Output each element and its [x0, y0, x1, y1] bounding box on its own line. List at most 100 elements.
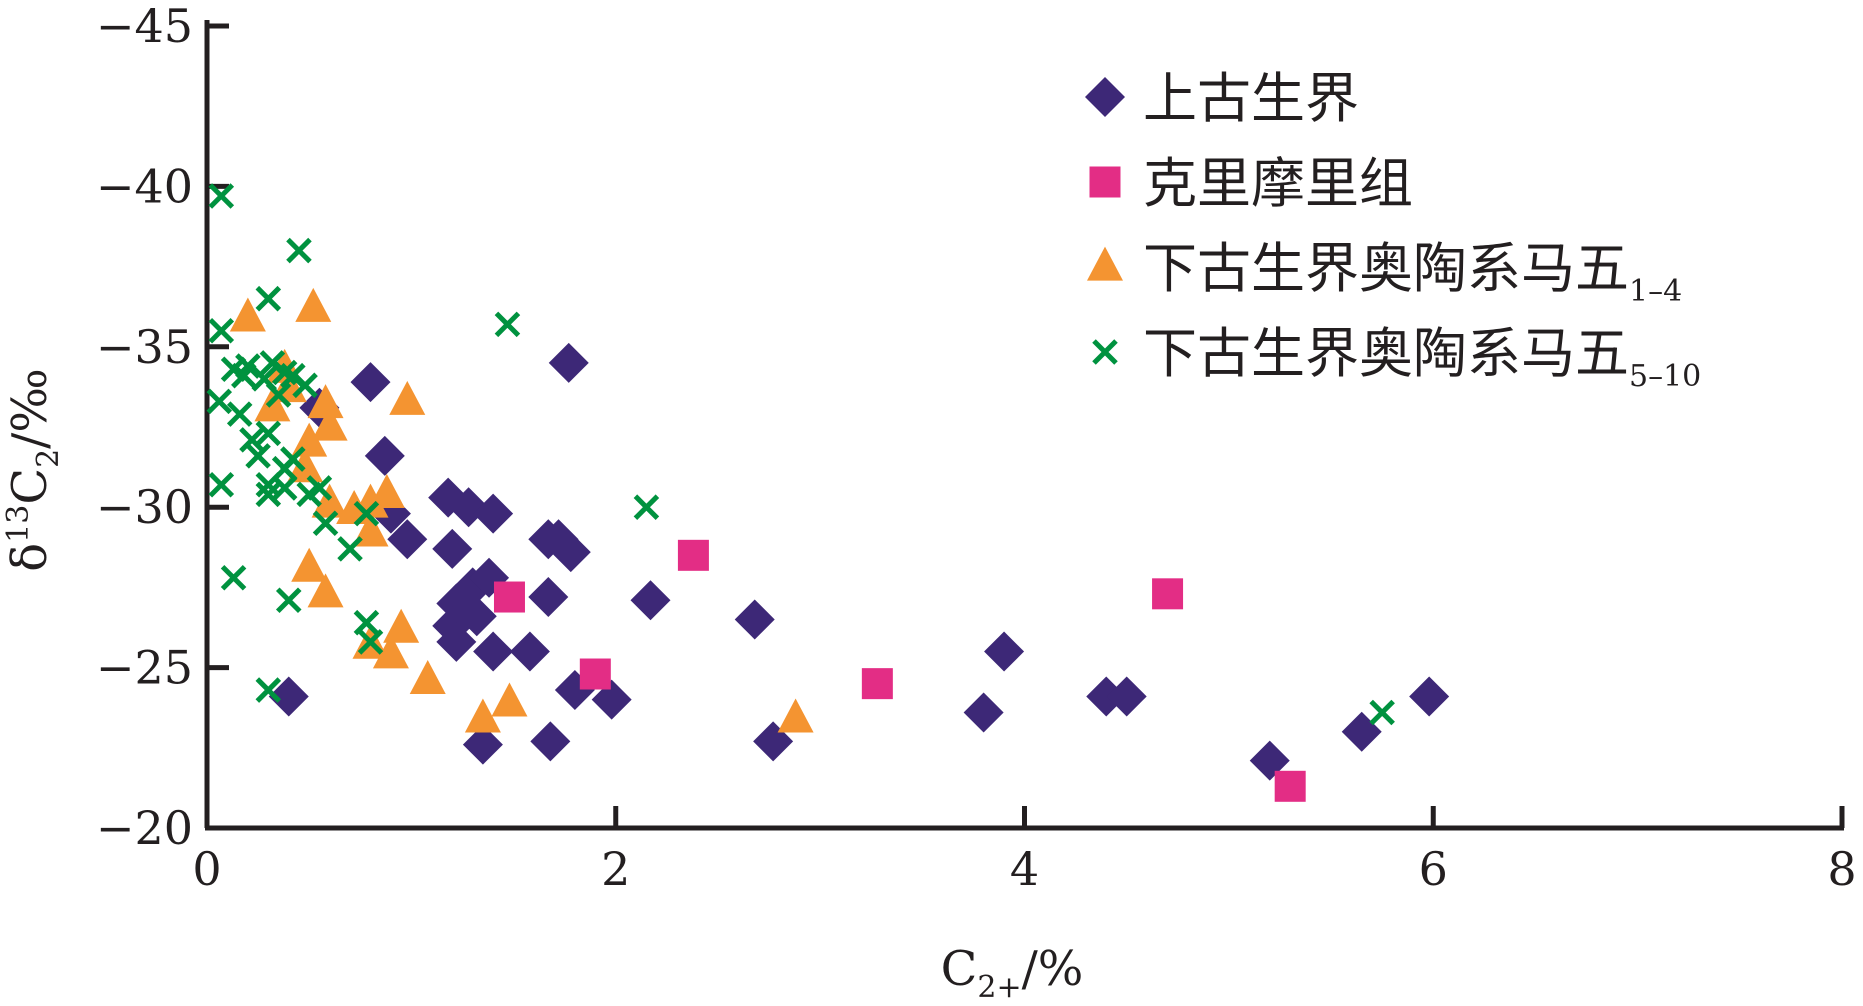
data-point-diamond [984, 631, 1025, 672]
y-tick-label: −40 [96, 159, 193, 213]
data-point-diamond [591, 679, 632, 720]
data-point-triangle [291, 422, 328, 457]
data-point-diamond [473, 631, 514, 672]
data-point-x [245, 443, 271, 469]
data-point-square [493, 581, 525, 613]
data-point-diamond [1106, 676, 1147, 717]
data-point-diamond [456, 596, 497, 637]
data-point-x [286, 237, 312, 264]
series-square [493, 539, 1306, 802]
data-point-x [255, 420, 282, 447]
series-diamond [268, 342, 1450, 781]
data-point-diamond [630, 580, 671, 621]
data-point-triangle [777, 698, 814, 733]
data-point-square [1274, 770, 1306, 802]
data-point-diamond [530, 721, 571, 762]
data-point-diamond [350, 362, 391, 403]
y-tick-label: −45 [96, 0, 193, 53]
data-point-x [271, 475, 298, 501]
data-point-diamond [548, 342, 589, 383]
legend-item: 下古生界奥陶系马五5–10 [1092, 322, 1701, 394]
data-point-x [275, 587, 302, 613]
data-point-x [306, 475, 333, 501]
series-triangle [229, 287, 814, 733]
data-point-x [353, 609, 380, 636]
data-point-diamond [1086, 676, 1127, 717]
data-point-triangle [368, 473, 405, 508]
data-point-x [353, 500, 380, 527]
data-point-triangle [389, 380, 426, 415]
data-point-triangle [352, 512, 389, 547]
data-point-x [1369, 699, 1395, 726]
data-point-x [357, 629, 384, 655]
data-point-diamond [462, 724, 503, 765]
legend-marker-x [1092, 339, 1118, 365]
axes: 0 2 4 6 8 −45 −40 −35 −30 −25 −20 [96, 0, 1857, 896]
data-point-diamond [1409, 676, 1450, 717]
legend-item: 克里摩里组 [1089, 152, 1413, 215]
data-point-diamond [734, 599, 775, 640]
y-axis-label: δ13C2/‰ [1, 368, 66, 572]
data-point-x [280, 446, 306, 472]
x-tick-label: 0 [192, 842, 221, 896]
data-point-diamond [509, 631, 550, 672]
data-point-x [292, 372, 318, 399]
data-point-triangle [229, 297, 266, 332]
data-point-triangle [409, 660, 446, 695]
legend-item: 下古生界奥陶系马五1–4 [1087, 237, 1682, 309]
data-point-diamond [1249, 740, 1290, 781]
data-point-triangle [383, 608, 420, 643]
legend-label: 上古生界 [1143, 67, 1359, 130]
y-tick-label: −30 [96, 480, 193, 534]
data-point-diamond [370, 493, 411, 534]
data-point-x [494, 311, 521, 338]
data-point-x [255, 285, 282, 312]
data-point-diamond [963, 692, 1004, 733]
legend-label: 克里摩里组 [1143, 152, 1413, 215]
x-tick-label: 4 [1010, 842, 1039, 896]
x-tick-label: 6 [1419, 842, 1448, 896]
data-point-triangle [491, 682, 528, 717]
legend-marker-square [1089, 166, 1121, 198]
x-axis-label: C2+/% [941, 941, 1084, 1005]
legend-marker-diamond [1085, 77, 1125, 117]
data-point-triangle [311, 406, 348, 441]
legend-marker-triangle [1087, 246, 1123, 281]
data-point-x [220, 565, 247, 591]
data-point-diamond [268, 676, 309, 717]
data-point-square [579, 658, 611, 690]
data-point-x [255, 677, 282, 703]
data-point-x [633, 494, 660, 520]
data-point-diamond [550, 532, 591, 573]
series-x [206, 183, 1395, 726]
y-tick-label: −20 [96, 801, 193, 855]
x-tick-label: 2 [601, 842, 630, 896]
data-point-triangle [307, 384, 344, 419]
data-point-triangle [311, 483, 348, 518]
data-point-x [312, 510, 339, 537]
legend-label: 下古生界奥陶系马五5–10 [1143, 322, 1701, 394]
data-point-x [255, 481, 282, 508]
data-point-x [206, 388, 233, 415]
data-point-square [861, 668, 893, 700]
legend-item: 上古生界 [1085, 67, 1359, 130]
data-point-square [1152, 578, 1184, 610]
data-point-triangle [464, 698, 501, 733]
data-point-x [226, 401, 253, 427]
y-tick-label: −25 [96, 641, 193, 695]
x-tick-label: 8 [1827, 842, 1856, 896]
legend-label: 下古生界奥陶系马五1–4 [1143, 237, 1682, 309]
data-point-triangle [287, 448, 324, 483]
data-point-diamond [432, 528, 473, 569]
data-point-x [208, 317, 235, 344]
data-point-triangle [307, 573, 344, 608]
data-point-triangle [291, 547, 328, 582]
data-point-diamond [436, 621, 477, 662]
data-point-diamond [528, 577, 569, 618]
data-point-square [677, 539, 709, 571]
data-point-diamond [364, 435, 405, 476]
data-point-diamond [387, 519, 428, 560]
data-point-x [337, 536, 363, 562]
data-point-triangle [372, 634, 409, 669]
